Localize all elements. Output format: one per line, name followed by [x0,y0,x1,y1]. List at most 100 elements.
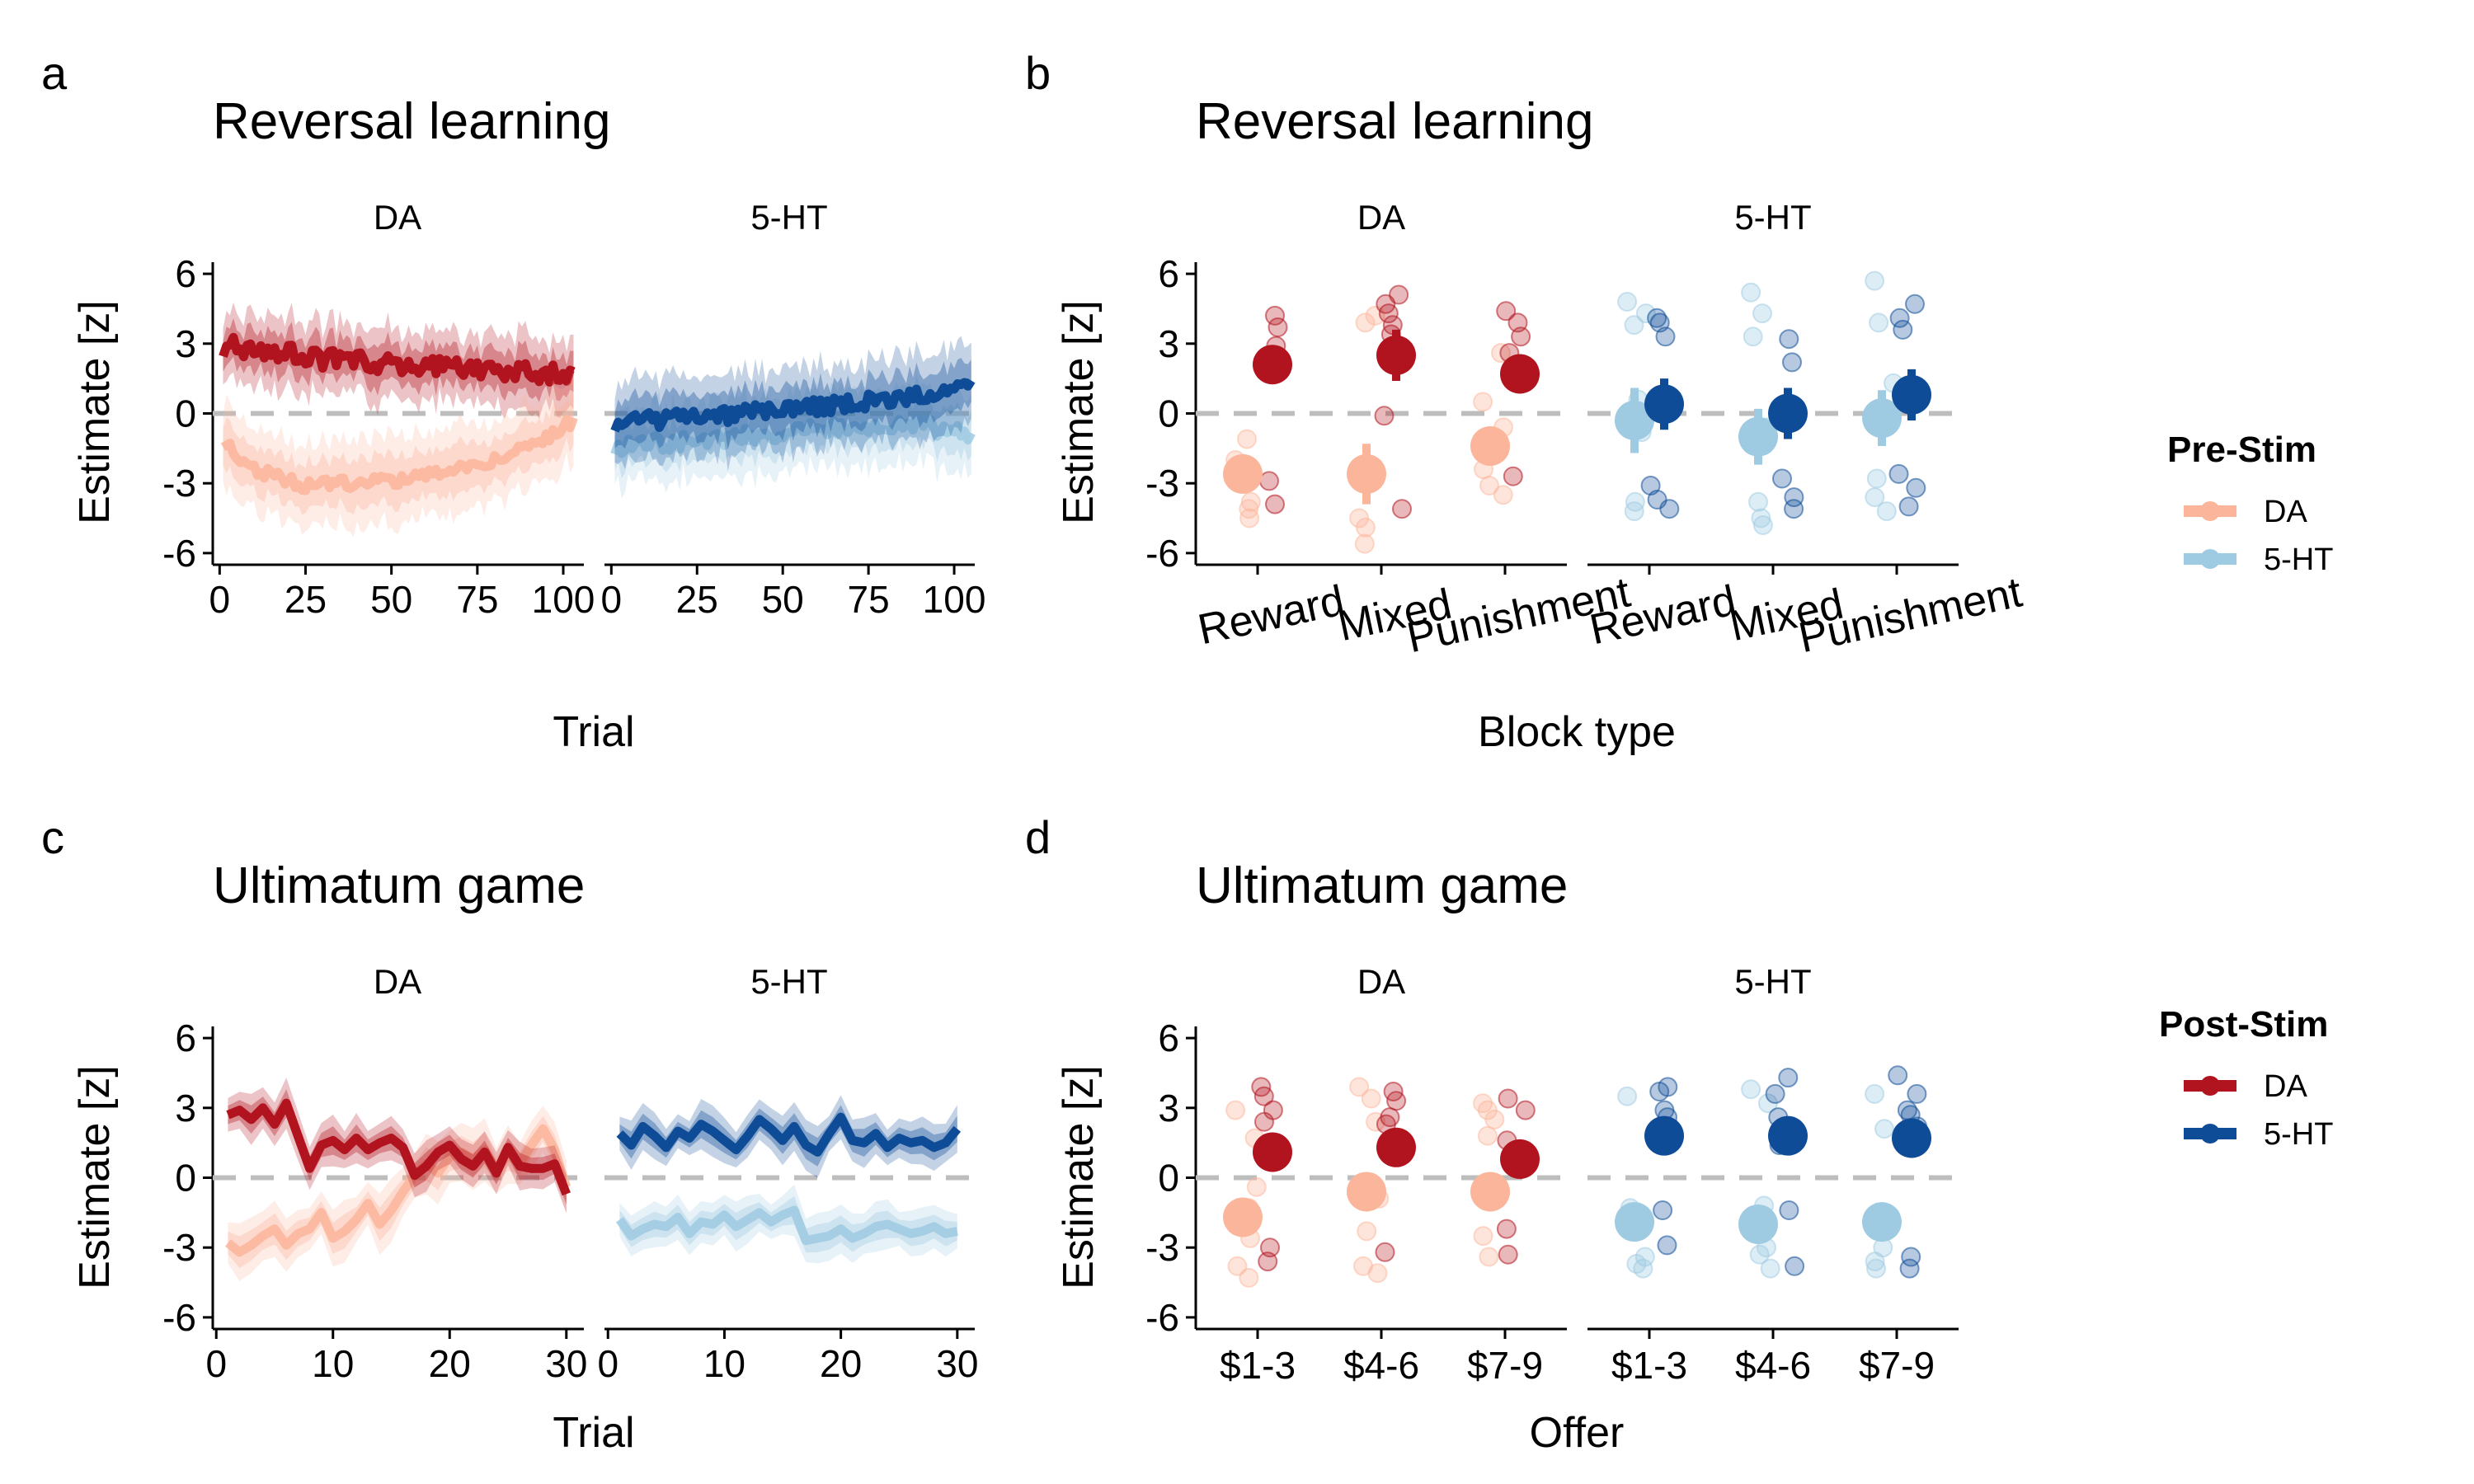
panel-b-title: Reversal learning [1196,93,1593,150]
confidence-band [619,1195,957,1253]
subject-point-pre [1246,1176,1267,1197]
subject-point-pre [1760,1258,1780,1279]
mean-point-pre [1615,1202,1654,1242]
x-category-label: Reward [1194,576,1348,654]
subject-point-pre [1866,468,1887,489]
y-tick-label: -6 [1145,1296,1179,1339]
y-tick-label: 0 [1158,1157,1179,1200]
panel-d-facet-5ht: 5-HT [1734,962,1811,1001]
subject-point-pre [1749,1244,1770,1265]
subject-point-pre [1479,1247,1499,1267]
subject-point-pre [1876,501,1897,522]
panel-c-title: Ultimatum game [213,857,585,914]
subject-point-post [1898,496,1919,517]
legend-post-title: Post-Stim [2159,1004,2328,1045]
y-tick-label: -6 [1145,532,1179,575]
subject-point-pre [1869,312,1889,333]
subject-point-pre [1357,1221,1377,1242]
mean-point-pre [1615,400,1654,440]
x-tick-label: 30 [545,1342,587,1385]
x-tick-label: 10 [703,1342,745,1385]
subject-point-post [1498,1088,1518,1109]
subject-point-pre [1367,1263,1388,1284]
subject-point-post [1888,463,1909,484]
y-tick-label: 0 [1158,392,1179,435]
mean-point-post [1253,345,1292,385]
mean-point-pre [1862,1202,1902,1242]
mean-point-post [1644,384,1684,425]
mean-point-post [1500,1139,1540,1179]
mean-point-pre [1470,1172,1510,1212]
mean-point-post [1892,1118,1931,1158]
mean-point-pre [1347,453,1386,494]
subject-point-pre [1865,270,1885,291]
subject-point-post [1496,301,1517,322]
subject-point-pre [1743,326,1763,347]
panel-a-xlabel: Trial [553,708,634,756]
subject-point-pre [1493,485,1513,505]
subject-point-pre [1865,1083,1885,1104]
x-tick-label: 25 [285,578,327,621]
panel-a-title: Reversal learning [213,93,610,150]
mean-point-pre [1470,426,1510,467]
subject-point-pre [1874,1119,1894,1139]
panel-a-plot: 630-3-60 25 50 75 100 0 25 50 75 100 [162,252,985,621]
mean-point-post [1253,1132,1292,1172]
subject-point-post [1265,305,1285,326]
mean-point-post [1768,1115,1808,1156]
confidence-band [223,369,574,538]
subject-point-pre [1751,508,1771,528]
mean-point-post [1768,393,1808,434]
mean-point-pre [1347,1172,1386,1212]
x-tick-label: 50 [762,578,804,621]
x-tick-label: 0 [597,1342,618,1385]
legend-post-stim: Post-Stim DA 5-HT [2159,1004,2333,1152]
series-line-ht_pre [610,413,976,458]
subject-point-pre [1355,517,1376,538]
subject-point-pre [1633,1258,1653,1279]
x-category-label: $1-3 [1220,1344,1296,1387]
panel-b-plot: 630-3-6RewardMixedPunishmentRewardMixedP… [1145,252,2026,662]
subject-point-post [1378,303,1399,324]
panel-b-label: b [1025,47,1051,99]
panel-c-xlabel: Trial [553,1409,634,1457]
legend-pre-title: Pre-Stim [2167,430,2316,470]
y-tick-label: 6 [175,1017,196,1059]
subject-point-pre [1484,1109,1505,1129]
x-category-label: $4-6 [1735,1344,1811,1387]
mean-point-pre [1223,1197,1263,1237]
panel-c-ylabel: Estimate [z] [71,1065,119,1289]
legend-pre-stim: Pre-Stim DA 5-HT [2167,430,2333,577]
subject-point-pre [1239,508,1260,528]
mean-point-pre [1738,416,1778,457]
legend-pre-da-label: DA [2264,495,2307,529]
confidence-band [619,1184,957,1264]
subject-point-post [1779,329,1799,350]
subject-point-pre [1617,1086,1638,1106]
subject-point-post [1374,406,1395,426]
x-category-label: $7-9 [1859,1344,1935,1387]
subject-point-post [1899,1258,1920,1279]
subject-point-post [1655,326,1676,347]
y-tick-label: -3 [162,1226,196,1269]
legend-pre-5ht-dot [2200,549,2220,569]
panel-c-plot: 630-3-60 10 20 30 0 10 20 30 [162,1017,978,1385]
subject-point-pre [1349,1077,1370,1097]
subject-point-post [1889,308,1910,328]
subject-point-post [1772,468,1792,489]
subject-point-pre [1624,501,1644,522]
panel-d-title: Ultimatum game [1196,857,1568,914]
subject-point-pre [1355,312,1376,333]
panel-c-facet-da: DA [374,962,421,1001]
subject-point-post [1375,1242,1395,1262]
x-tick-label: 75 [848,578,890,621]
subject-point-pre [1361,1088,1381,1109]
subject-point-post [1888,1065,1908,1086]
x-tick-label: 10 [312,1342,354,1385]
subject-point-pre [1237,429,1257,449]
subject-point-pre [1473,1226,1493,1247]
subject-point-pre [1617,292,1638,312]
y-tick-label: -3 [1145,1226,1179,1269]
series-line-da_post [226,1098,571,1196]
